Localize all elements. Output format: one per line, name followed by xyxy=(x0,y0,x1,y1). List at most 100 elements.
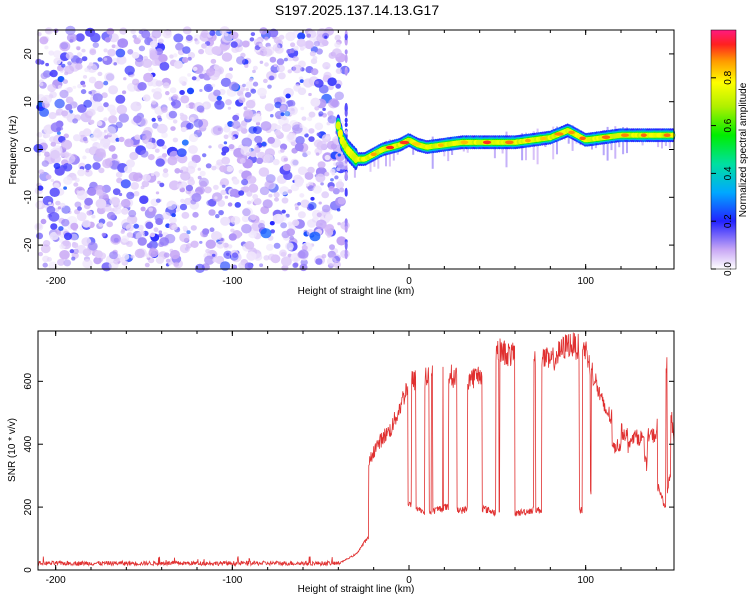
spectrogram-noise-blob xyxy=(223,134,229,140)
spectrogram-noise-blob xyxy=(116,177,123,184)
spectrogram-noise-blob xyxy=(221,33,233,43)
spectrogram-noise-blob xyxy=(280,104,287,111)
spectrogram-noise-blob xyxy=(172,119,178,124)
spectrogram-noise-blob xyxy=(103,48,108,53)
spectrogram-noise-blob xyxy=(287,189,293,194)
spectrogram-noise-blob xyxy=(82,84,86,88)
spectrogram-noise-blob xyxy=(344,122,348,128)
spectrogram-noise-blob xyxy=(95,198,107,209)
spectrogram-noise-blob xyxy=(210,58,217,64)
spectrogram-noise-blob xyxy=(294,206,299,211)
spectrogram-noise-blob xyxy=(274,129,282,136)
spectrogram-noise-blob xyxy=(165,91,170,96)
spectrogram-noise-blob xyxy=(269,75,275,81)
x-tick-label: 0 xyxy=(406,276,412,287)
spectrogram-noise-blob xyxy=(279,186,290,196)
spectrogram-noise-blob xyxy=(185,243,192,249)
spectrogram-noise-blob xyxy=(269,221,275,226)
spectrogram-noise-blob xyxy=(133,115,142,124)
spectrogram-noise-blob xyxy=(344,249,348,255)
spectrogram-noise-blob xyxy=(221,146,230,154)
spectrogram-noise-blob xyxy=(199,240,203,244)
spectrogram-noise-blob xyxy=(287,69,293,74)
spectrogram-noise-blob xyxy=(63,259,72,267)
spectrogram-noise-blob xyxy=(293,45,299,51)
spectrogram-noise-blob xyxy=(42,195,54,206)
spectrogram-noise-blob xyxy=(180,126,187,133)
spectrogram-noise-blob xyxy=(266,243,274,251)
colorbar-tick-label: 0.2 xyxy=(723,214,734,228)
spectrogram-ridge-blob xyxy=(335,121,341,130)
spectrogram-noise-blob xyxy=(62,79,68,84)
spectrogram-noise-blob xyxy=(344,54,348,63)
spectrogram-noise-blob xyxy=(231,136,236,140)
spectrogram-noise-blob xyxy=(180,114,188,122)
spectrogram-noise-blob xyxy=(269,56,277,63)
spectrogram-noise-blob xyxy=(142,174,151,182)
spectrogram-noise-blob xyxy=(169,87,177,94)
spectrogram-noise-blob xyxy=(161,144,167,150)
spectrogram-noise-blob xyxy=(117,38,129,48)
spectrogram-noise-blob xyxy=(84,163,92,170)
spectrogram-noise-blob xyxy=(169,54,174,59)
spectrogram-noise-blob xyxy=(344,170,348,181)
spectrogram-noise-blob xyxy=(159,237,170,246)
spectrogram-noise-blob xyxy=(42,240,51,247)
spectrogram-noise-blob xyxy=(213,89,221,97)
spectrogram-noise-blob xyxy=(290,42,296,48)
spectrogram-noise-blob xyxy=(280,251,287,257)
y-tick-label: 20 xyxy=(23,48,34,60)
spectrogram-noise-blob xyxy=(186,122,194,130)
spectrogram-noise-blob xyxy=(143,72,154,83)
spectrogram-noise-blob xyxy=(250,88,257,94)
spectrogram-noise-blob xyxy=(189,117,195,122)
spectrogram-noise-blob xyxy=(108,145,116,152)
spectrogram-noise-blob xyxy=(121,218,133,229)
spectrogram-noise-blob xyxy=(316,48,323,55)
spectrogram-noise-blob xyxy=(285,93,291,99)
spectrogram-peak xyxy=(437,143,444,147)
spectrogram-noise-blob xyxy=(187,160,197,169)
spectrogram-noise-blob xyxy=(196,105,205,113)
spectrogram-noise-blob xyxy=(317,161,326,169)
spectrogram-noise-blob xyxy=(322,61,331,70)
spectrogram-noise-blob xyxy=(268,28,279,38)
spectrogram-noise-blob xyxy=(192,211,199,218)
spectrogram-noise-blob xyxy=(104,72,115,82)
spectrogram-noise-blob xyxy=(76,46,81,51)
spectrogram-noise-blob xyxy=(148,207,154,212)
spectrogram-noise-blob xyxy=(280,222,287,229)
spectrogram-noise-blob xyxy=(156,123,168,134)
spectrogram-noise-blob xyxy=(191,193,202,202)
spectrogram-noise-blob xyxy=(229,67,233,71)
spectrogram-noise-blob xyxy=(46,205,56,214)
y-tick-label: -20 xyxy=(23,237,34,252)
spectrogram-noise-blob xyxy=(276,64,285,73)
spectrogram-noise-blob xyxy=(176,148,187,158)
spectrogram-noise-blob xyxy=(315,152,320,156)
spectrogram-noise-blob xyxy=(324,224,335,234)
spectrogram-noise-blob xyxy=(176,183,184,189)
spectrogram-noise-blob xyxy=(76,190,80,194)
spectrogram-noise-blob xyxy=(92,42,100,48)
spectrogram-noise-blob xyxy=(62,162,73,172)
spectrogram-noise-blob xyxy=(245,81,253,89)
spectrogram-noise-blob xyxy=(281,209,286,214)
spectrogram-noise-blob xyxy=(82,259,93,269)
spectrogram-noise-blob xyxy=(134,134,141,140)
spectrogram-noise-blob xyxy=(106,211,116,220)
spectrogram-noise-blob xyxy=(332,188,340,195)
spectrogram-noise-blob xyxy=(264,103,275,112)
spectrogram-noise-blob xyxy=(141,134,153,145)
spectrogram-noise-blob xyxy=(53,162,61,170)
spectrogram-noise-blob xyxy=(155,198,161,203)
y-tick-label: 0 xyxy=(23,567,34,573)
spectrogram-noise-blob xyxy=(173,261,180,267)
spectrogram-noise-blob xyxy=(96,143,104,150)
spectrogram-noise-blob xyxy=(57,76,65,83)
spectrogram-noise-blob xyxy=(186,87,195,95)
spectrogram-noise-blob xyxy=(292,64,302,74)
spectrogram-noise-blob xyxy=(283,171,293,180)
spectrogram-noise-blob xyxy=(63,186,67,190)
spectrogram-noise-blob xyxy=(281,123,292,132)
